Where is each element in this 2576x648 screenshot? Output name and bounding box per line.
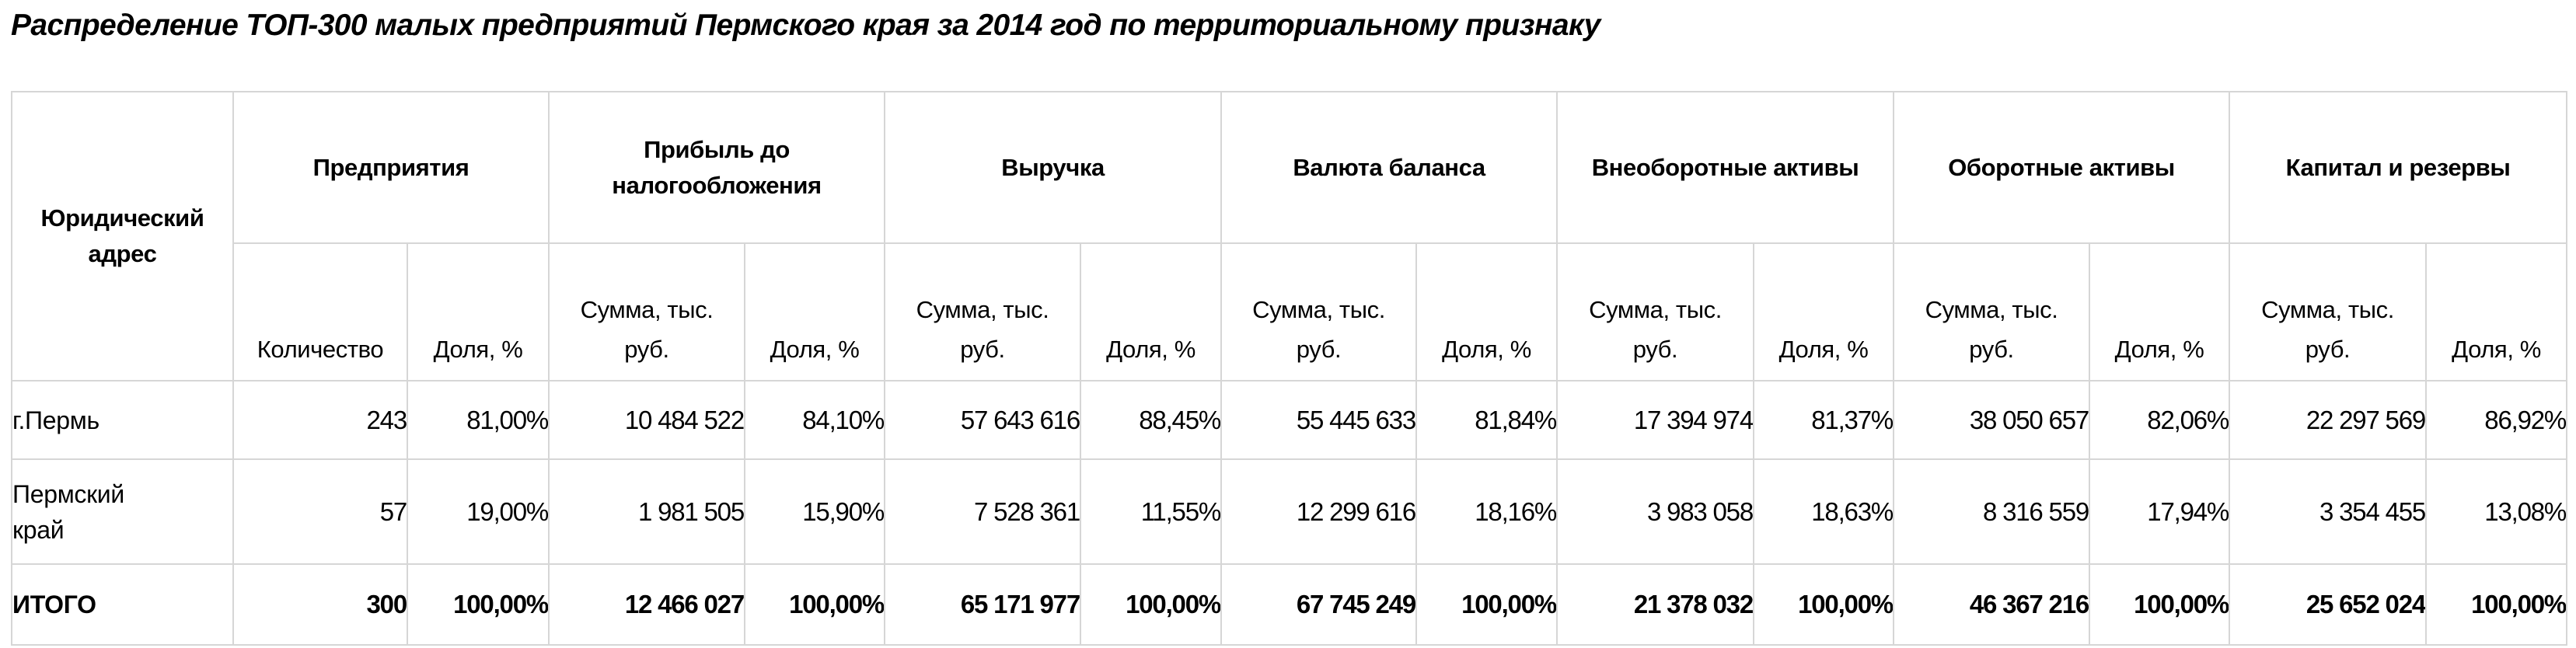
sub-header-sum-label: Сумма, тыс. руб. <box>1589 296 1722 363</box>
sub-header-share-label: Доля, % <box>1442 336 1531 363</box>
sub-header-share-label: Доля, % <box>1106 336 1196 363</box>
cell-revenue-sum: 65 171 977 <box>884 563 1081 646</box>
sub-header-share-label: Доля, % <box>2452 336 2541 363</box>
cell-count: 57 <box>232 458 408 565</box>
cell-capital-share: 86,92% <box>2425 380 2568 460</box>
sub-header-row: Количество Доля, % Сумма, тыс. руб. Доля… <box>12 242 2568 381</box>
sub-header-share-label: Доля, % <box>2114 336 2204 363</box>
sub-header-share: Доля, % <box>2425 242 2568 381</box>
cell-current-sum: 38 050 657 <box>1893 380 2091 460</box>
cell-profit-share: 100,00% <box>744 563 885 646</box>
cell-current-share: 17,94% <box>2089 458 2231 565</box>
sub-header-share: Доля, % <box>1080 242 1222 381</box>
cell-noncurrent-share: 18,63% <box>1752 458 1895 565</box>
cell-balance-sum: 67 745 249 <box>1220 563 1417 646</box>
cell-balance-share: 81,84% <box>1415 380 1558 460</box>
sub-header-sum: Сумма, тыс. руб. <box>1220 242 1417 381</box>
group-header-balance: Валюта баланса <box>1220 91 1558 244</box>
cell-revenue-sum: 57 643 616 <box>884 380 1081 460</box>
cell-profit-sum: 10 484 522 <box>548 380 745 460</box>
table-row-perm-city: г.Пермь 243 81,00% 10 484 522 84,10% 57 … <box>11 380 2568 460</box>
sub-header-share: Доля, % <box>1752 242 1895 381</box>
cell-revenue-share: 88,45% <box>1080 380 1222 460</box>
cell-balance-sum: 55 445 633 <box>1220 380 1417 460</box>
row-address-total: ИТОГО <box>11 563 234 646</box>
sub-header-share: Доля, % <box>2089 242 2231 381</box>
sub-header-sum-label: Сумма, тыс. руб. <box>916 296 1049 363</box>
cell-capital-sum: 3 354 455 <box>2229 458 2428 565</box>
sub-header-sum-label: Сумма, тыс. руб. <box>580 296 714 363</box>
group-header-row: Юридический адрес Предприятия Прибыль до… <box>11 91 2568 381</box>
cell-share: 100,00% <box>407 563 550 646</box>
cell-profit-share: 84,10% <box>744 380 885 460</box>
cell-noncurrent-share: 81,37% <box>1752 380 1895 460</box>
cell-capital-sum: 22 297 569 <box>2229 380 2428 460</box>
cell-current-sum: 46 367 216 <box>1893 563 2091 646</box>
sub-header-count: Количество <box>232 242 408 381</box>
cell-revenue-share: 100,00% <box>1080 563 1222 646</box>
row-address-label: Пермский край <box>12 479 124 544</box>
cell-revenue-share: 11,55% <box>1080 458 1222 565</box>
distribution-table: Юридический адрес Предприятия Прибыль до… <box>11 91 2568 646</box>
group-header-capital: Капитал и резервы <box>2229 91 2568 244</box>
cell-profit-share: 15,90% <box>744 458 885 565</box>
page-title: Распределение ТОП-300 малых предприятий … <box>11 9 1600 42</box>
sub-header-share: Доля, % <box>1415 242 1558 381</box>
cell-share: 81,00% <box>407 380 550 460</box>
group-header-enterprises: Предприятия <box>232 91 550 244</box>
cell-current-share: 82,06% <box>2089 380 2231 460</box>
group-header-revenue: Выручка <box>884 91 1222 244</box>
group-header-profit-label: Прибыль до налогообложения <box>612 135 822 199</box>
sub-header-sum-label: Сумма, тыс. руб. <box>2261 296 2394 363</box>
cell-balance-share: 100,00% <box>1415 563 1558 646</box>
cell-current-sum: 8 316 559 <box>1893 458 2091 565</box>
sub-header-sum: Сумма, тыс. руб. <box>1893 242 2091 381</box>
cell-share: 19,00% <box>407 458 550 565</box>
sub-header-sum: Сумма, тыс. руб. <box>884 242 1081 381</box>
group-header-current-assets: Оборотные активы <box>1893 91 2231 244</box>
sub-header-share: Доля, % <box>744 242 885 381</box>
cell-noncurrent-sum: 17 394 974 <box>1556 380 1754 460</box>
address-header: Юридический адрес <box>11 91 234 381</box>
sub-header-count-label: Количество <box>257 336 384 363</box>
cell-balance-share: 18,16% <box>1415 458 1558 565</box>
cell-capital-share: 13,08% <box>2425 458 2568 565</box>
cell-noncurrent-sum: 21 378 032 <box>1556 563 1754 646</box>
group-header-profit: Прибыль до налогообложения <box>548 91 885 244</box>
table-row-total: ИТОГО 300 100,00% 12 466 027 100,00% 65 … <box>11 563 2568 646</box>
sub-header-sum-label: Сумма, тыс. руб. <box>1252 296 1385 363</box>
cell-revenue-sum: 7 528 361 <box>884 458 1081 565</box>
cell-profit-sum: 12 466 027 <box>548 563 745 646</box>
sub-header-share-label: Доля, % <box>1778 336 1869 363</box>
row-address: Пермский край <box>11 458 234 565</box>
cell-noncurrent-sum: 3 983 058 <box>1556 458 1754 565</box>
sub-header-share-label: Доля, % <box>433 336 523 363</box>
cell-profit-sum: 1 981 505 <box>548 458 745 565</box>
sub-header-sum: Сумма, тыс. руб. <box>1556 242 1754 381</box>
cell-count: 243 <box>232 380 408 460</box>
sub-header-share: Доля, % <box>407 242 550 381</box>
group-header-noncurrent-assets: Внеоборотные активы <box>1555 91 1895 244</box>
cell-capital-sum: 25 652 024 <box>2229 563 2428 646</box>
cell-capital-share: 100,00% <box>2425 563 2568 646</box>
cell-current-share: 100,00% <box>2089 563 2231 646</box>
table-row-perm-krai: Пермский край 57 19,00% 1 981 505 15,90%… <box>11 458 2568 565</box>
sub-header-sum: Сумма, тыс. руб. <box>2229 242 2428 381</box>
cell-count: 300 <box>232 563 408 646</box>
sub-header-sum: Сумма, тыс. руб. <box>548 242 745 381</box>
cell-noncurrent-share: 100,00% <box>1752 563 1895 646</box>
cell-balance-sum: 12 299 616 <box>1220 458 1417 565</box>
row-address: г.Пермь <box>11 380 234 460</box>
sub-header-share-label: Доля, % <box>770 336 860 363</box>
sub-header-sum-label: Сумма, тыс. руб. <box>1925 296 2058 363</box>
